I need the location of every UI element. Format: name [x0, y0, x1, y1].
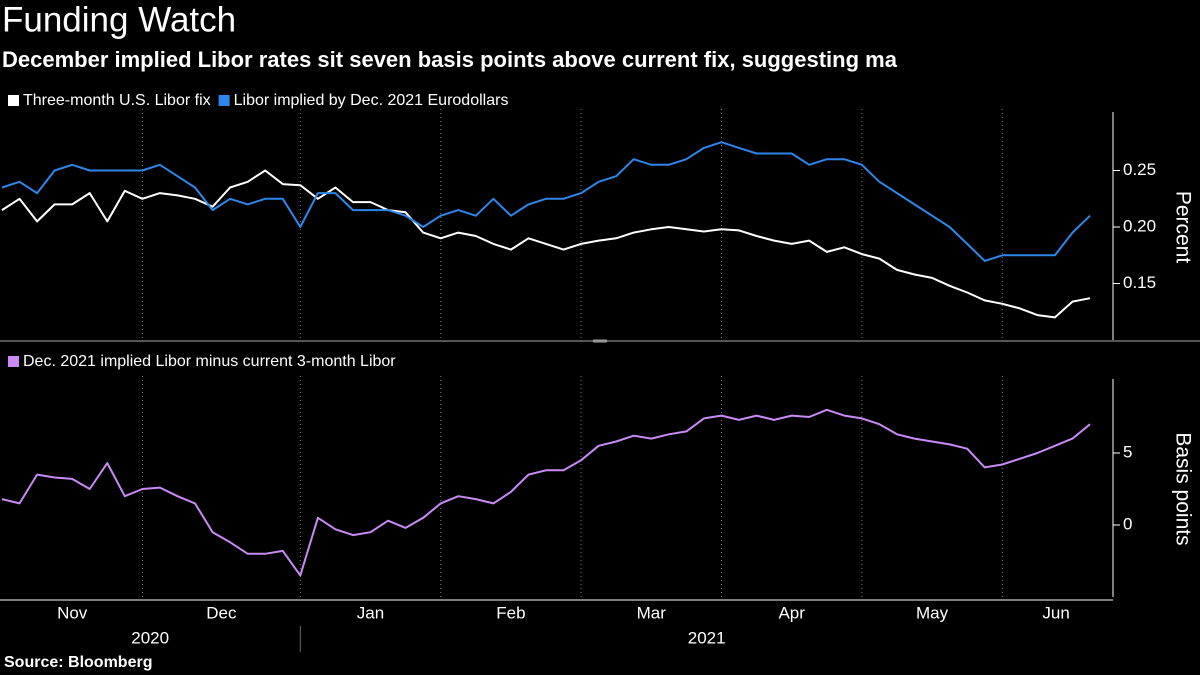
x-group-label: 2021	[688, 628, 726, 647]
chart-subtitle: December implied Libor rates sit seven b…	[2, 47, 898, 72]
legend-swatch	[8, 95, 19, 106]
series-line	[1, 408, 1091, 577]
y-tick-label: 0.15	[1123, 273, 1156, 292]
legend-label: Dec. 2021 implied Libor minus current 3-…	[23, 353, 396, 370]
series-line	[1, 169, 1091, 319]
legend-label: Three-month U.S. Libor fix	[23, 92, 211, 109]
source: Source: Bloomberg	[4, 654, 152, 671]
y-tick-label: 5	[1123, 442, 1132, 461]
x-tick-label: Jun	[1042, 603, 1069, 622]
x-tick-label: Mar	[637, 603, 667, 622]
legend-swatch	[218, 95, 230, 106]
series-line	[1, 141, 1091, 262]
x-tick-label: Nov	[57, 603, 88, 622]
x-tick-label: Dec	[206, 603, 237, 622]
chart-title: Funding Watch	[2, 0, 236, 39]
y-tick-label: 0	[1123, 514, 1132, 533]
legend-swatch	[8, 356, 19, 367]
x-tick-label: Jan	[357, 603, 384, 622]
legend-label: Libor implied by Dec. 2021 Eurodollars	[234, 92, 509, 109]
y-tick-label: 0.25	[1123, 160, 1156, 179]
x-tick-label: Apr	[778, 603, 805, 622]
y-axis-title: Percent	[1171, 191, 1194, 264]
y-tick-label: 0.20	[1123, 216, 1156, 235]
x-group-label: 2020	[131, 628, 169, 647]
y-axis-title: Basis points	[1171, 432, 1194, 545]
x-tick-label: May	[916, 603, 949, 622]
x-tick-label: Feb	[496, 603, 525, 622]
